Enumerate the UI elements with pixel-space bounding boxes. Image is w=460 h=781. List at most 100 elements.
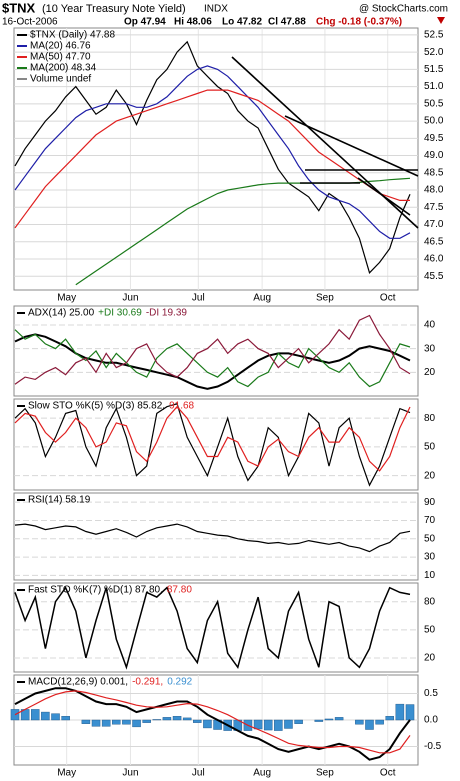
histogram-bar (132, 719, 141, 728)
x-tick-label: Jul (192, 293, 205, 304)
y-tick-label: 40 (424, 320, 436, 331)
legend-entry: Fast STO %K(7) %D(1) 87.80, (28, 585, 163, 596)
legend-entry: MACD(12,26,9) 0.001, (28, 677, 128, 688)
panel-frame (13, 27, 419, 291)
exchange: INDX (204, 4, 228, 15)
legend-entry: MA(50) 47.70 (30, 52, 91, 63)
series-line (14, 403, 411, 487)
y-tick-label: 80 (424, 596, 436, 607)
trend-lines (231, 56, 419, 229)
y-tick-label: 51.0 (424, 81, 444, 92)
legend-entry: +DI 30.69 (98, 308, 142, 319)
legend-entry: $TNX (Daily) 47.88 (30, 30, 115, 41)
histogram-bar (122, 719, 131, 725)
x-tick-label: May (57, 293, 76, 304)
histogram-bar (334, 717, 344, 721)
legend-entry: ADX(14) 25.00 (28, 308, 95, 319)
series-line (14, 586, 411, 670)
x-tick-label: Jun (122, 768, 138, 779)
y-tick-label: 48.5 (424, 167, 444, 178)
x-tick-label: Aug (253, 293, 271, 304)
histogram-bar (91, 719, 101, 727)
y-tick-label: 51.5 (424, 64, 444, 75)
legend-entry: -0.291, (132, 677, 163, 688)
y-tick-label: 50 (424, 533, 436, 544)
histogram-bar (162, 717, 172, 721)
legend-entry: RSI(14) 58.19 (28, 495, 91, 506)
histogram-bar (395, 703, 405, 721)
histogram-bar (31, 709, 40, 721)
histogram-bar (274, 719, 283, 731)
series-line (14, 329, 411, 388)
y-tick-label: 47.5 (424, 202, 444, 213)
y-tick-label: 90 (424, 497, 436, 508)
y-tick-label: 0.5 (424, 688, 438, 699)
histogram-bar (101, 719, 111, 727)
y-tick-label: 46.5 (424, 236, 444, 247)
series-line (14, 523, 411, 553)
panel-frame (13, 398, 419, 491)
histogram-bar (182, 717, 192, 721)
y-tick-label: 49.5 (424, 133, 444, 144)
histogram-bar (263, 719, 273, 731)
y-tick-label: 20 (424, 367, 436, 378)
high: Hi 48.06 (174, 17, 212, 28)
panel-frame (13, 582, 419, 673)
trend-line (284, 115, 419, 177)
histogram-bar (10, 709, 20, 721)
histogram-bar (375, 719, 384, 725)
y-tick-label: 0.0 (424, 715, 438, 726)
y-tick-label: 30 (424, 343, 436, 354)
y-tick-label: 50.5 (424, 98, 444, 109)
x-tick-label: May (57, 768, 76, 779)
series-line (14, 687, 411, 761)
y-tick-label: 46.0 (424, 254, 444, 265)
y-tick-label: 49.0 (424, 150, 444, 161)
legend-entry: MA(200) 48.34 (30, 63, 97, 74)
histogram-bar (365, 719, 374, 730)
x-tick-label: Sep (316, 768, 334, 779)
date: 16-Oct-2006 (2, 17, 58, 28)
y-tick-label: 30 (424, 552, 436, 563)
histogram-bar (142, 719, 151, 723)
series-line (14, 40, 411, 274)
x-tick-label: Sep (316, 293, 334, 304)
symbol: $TNX (2, 0, 36, 15)
y-tick-label: 50 (424, 624, 436, 635)
histogram-bar (51, 713, 60, 721)
legend-entry: 87.80 (167, 585, 192, 596)
security-name: (10 Year Treasury Note Yield) (42, 3, 186, 15)
y-tick-label: 10 (424, 570, 436, 581)
y-tick-label: 50 (424, 442, 436, 453)
source: @ StockCharts.com (359, 4, 448, 15)
y-tick-label: -0.5 (424, 741, 442, 752)
legend-entry: MA(20) 46.76 (30, 41, 91, 52)
histogram-bar (284, 719, 293, 729)
legend-entry: 91.68 (169, 401, 194, 412)
histogram-bar (385, 716, 394, 721)
series-line (14, 405, 411, 472)
x-tick-label: Jul (192, 768, 205, 779)
y-tick-label: 45.5 (424, 271, 444, 282)
y-tick-label: 50.0 (424, 116, 444, 127)
histogram-bar (172, 716, 182, 721)
legend-entry: -DI 19.39 (146, 308, 188, 319)
histogram-bar (112, 719, 121, 725)
x-tick-label: Oct (380, 293, 396, 304)
series-line (14, 333, 411, 390)
y-tick-label: 20 (424, 470, 436, 481)
legend-entry: Volume undef (30, 74, 91, 85)
y-tick-label: 47.0 (424, 219, 444, 230)
y-tick-label: 52.5 (424, 30, 444, 41)
series-line (14, 690, 411, 754)
trend-line (357, 177, 411, 216)
histogram-bar (314, 719, 324, 722)
histogram-bar (355, 719, 364, 725)
histogram-bar (294, 719, 303, 724)
y-tick-label: 48.0 (424, 185, 444, 196)
x-tick-label: Aug (253, 768, 271, 779)
panel-frame (13, 492, 419, 581)
histogram-bar (41, 711, 50, 721)
histogram-bar (324, 718, 334, 721)
legend-entry: Slow STO %K(5) %D(3) 85.82, (28, 401, 165, 412)
